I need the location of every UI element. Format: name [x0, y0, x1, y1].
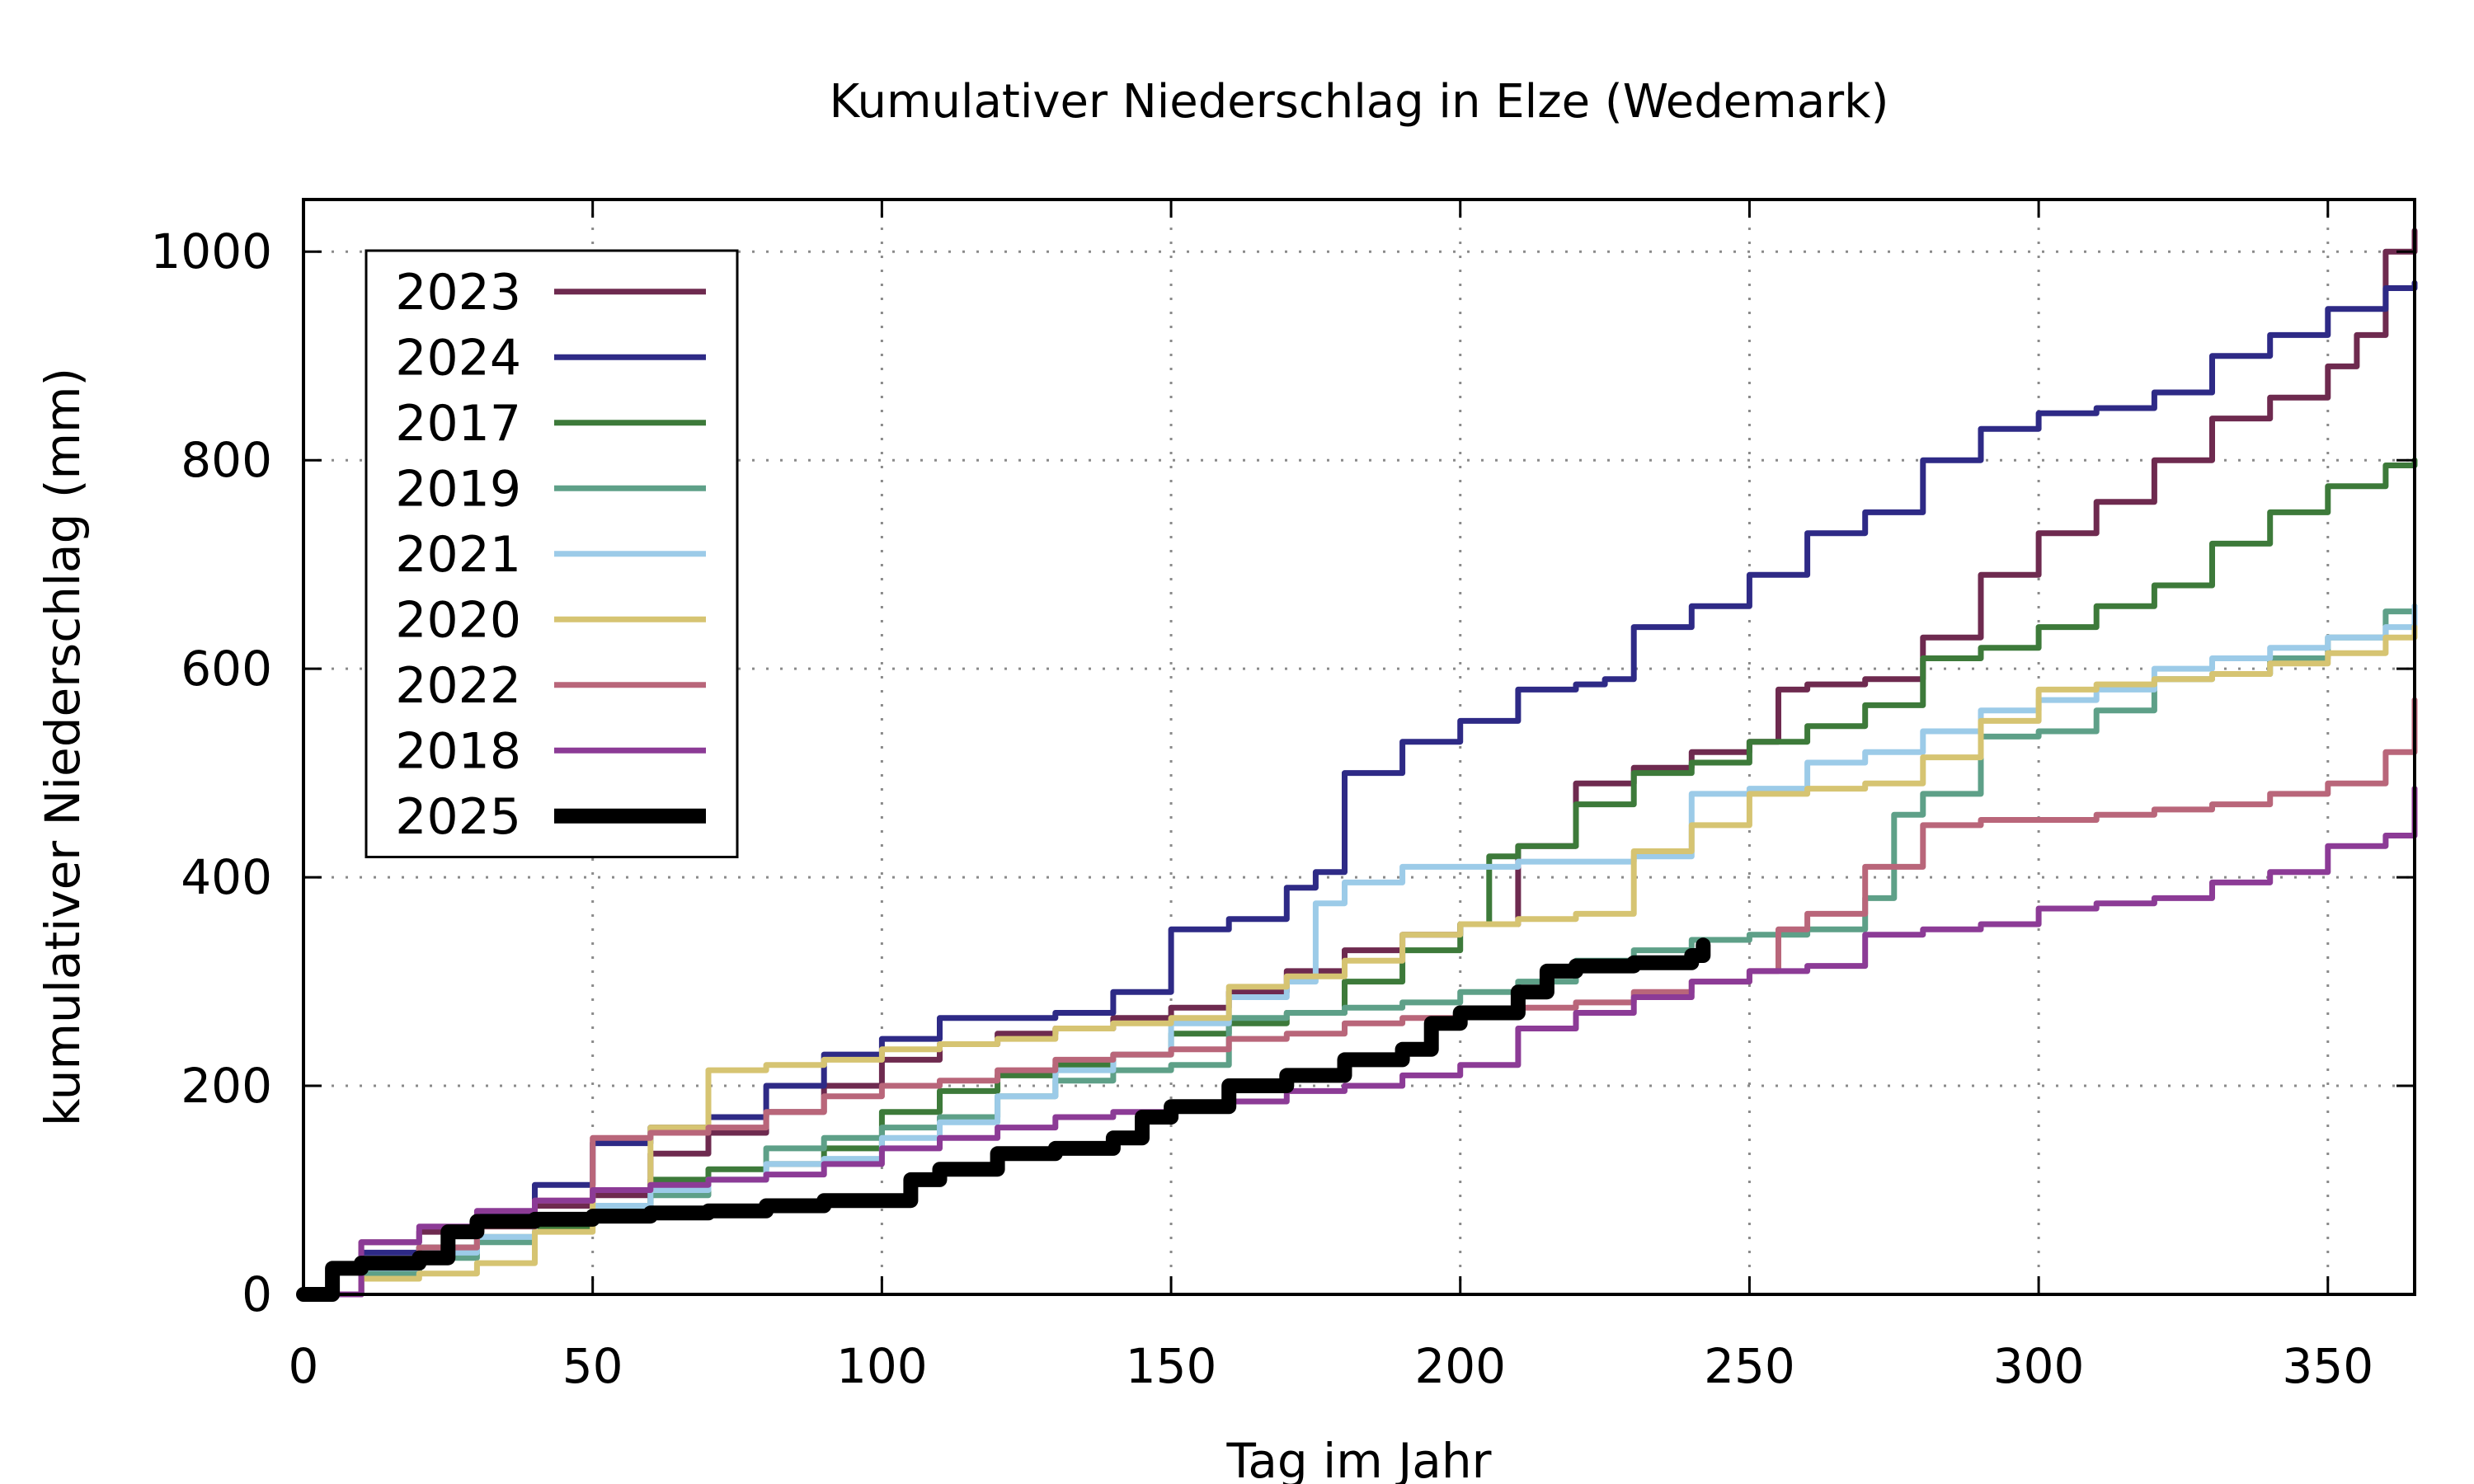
series-line-2025: [296, 937, 1711, 1302]
y-tick-label: 800: [181, 432, 272, 488]
x-tick-label: 0: [289, 1338, 319, 1394]
chart-title: Kumulativer Niederschlag in Elze (Wedema…: [830, 75, 1889, 129]
series-line-2021: [300, 603, 2418, 1298]
x-tick-label: 200: [1414, 1338, 1506, 1394]
series-line-2022: [300, 697, 2418, 1298]
legend-label-2019: 2019: [395, 460, 521, 518]
plot-frame: [302, 198, 2416, 1296]
x-tick-label: 50: [562, 1338, 623, 1394]
plot-area: [296, 228, 2418, 1302]
y-tick-label: 400: [181, 849, 272, 905]
series-line-2018: [300, 786, 2418, 1298]
x-tick-label: 250: [1704, 1338, 1795, 1394]
legend-label-2025: 2025: [395, 788, 521, 846]
legend-label-2018: 2018: [395, 722, 521, 780]
legend-label-2023: 2023: [395, 264, 521, 322]
y-tick-label: 200: [181, 1058, 272, 1114]
y-tick-label: 0: [242, 1266, 272, 1322]
x-tick-label: 350: [2282, 1338, 2373, 1394]
legend-label-2022: 2022: [395, 657, 521, 715]
legend: 2023 2024 2017 2019 2021 2020 2022 2018 2025: [365, 249, 739, 858]
y-tick-label: 1000: [150, 223, 272, 279]
series-line-2019: [300, 603, 2418, 1298]
legend-label-2020: 2020: [395, 591, 521, 649]
x-tick-label: 100: [836, 1338, 928, 1394]
axes: 0 50 100 150 200 250 300 350 0 200 400 600 800 1000: [150, 198, 2416, 1394]
legend-label-2017: 2017: [395, 395, 521, 453]
x-tick-label: 150: [1126, 1338, 1217, 1394]
legend-label-2021: 2021: [395, 526, 521, 584]
y-axis-label: kumulativer Niederschlag (mm): [35, 368, 91, 1126]
x-tick-label: 300: [1993, 1338, 2085, 1394]
legend-label-2024: 2024: [395, 329, 521, 387]
x-axis-label: Tag im Jahr: [1226, 1433, 1492, 1484]
y-tick-label: 600: [181, 641, 272, 697]
series-line-2020: [300, 624, 2418, 1298]
